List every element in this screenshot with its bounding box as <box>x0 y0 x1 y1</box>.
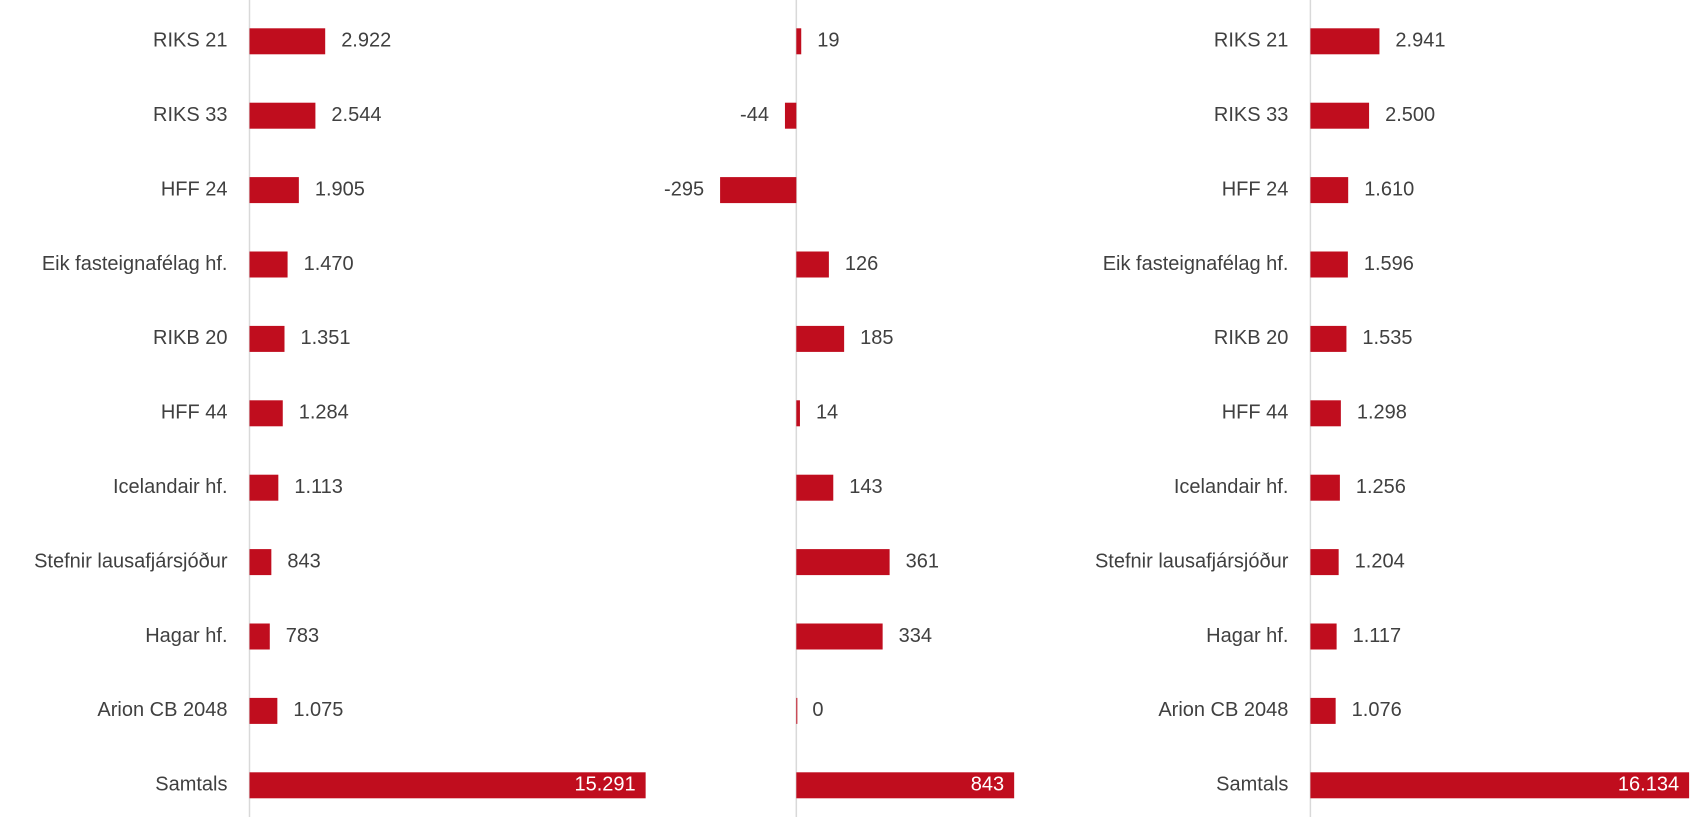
value-label: 14 <box>816 402 838 424</box>
value-label: 1.535 <box>1362 327 1412 349</box>
value-label: 0 <box>812 699 823 721</box>
category-label: HFF 24 <box>1222 178 1289 200</box>
bar <box>796 697 798 724</box>
bar <box>1310 28 1380 55</box>
value-label: 1.256 <box>1356 476 1406 498</box>
bar <box>720 177 797 204</box>
value-label: 1.204 <box>1355 550 1405 572</box>
bar <box>249 177 299 204</box>
category-label: Arion CB 2048 <box>1158 699 1288 721</box>
value-label: 16.134 <box>1618 774 1679 796</box>
category-label: Hagar hf. <box>1206 625 1288 647</box>
bar <box>1310 697 1336 724</box>
value-label: 15.291 <box>574 774 635 796</box>
value-label: 1.351 <box>300 327 350 349</box>
value-label: 1.284 <box>299 402 349 424</box>
bar <box>249 623 270 650</box>
value-label: 1.610 <box>1364 178 1414 200</box>
value-label: 2.544 <box>331 104 381 126</box>
bar <box>796 28 802 55</box>
category-label: Stefnir lausafjársjóður <box>1095 550 1289 572</box>
bar <box>1310 474 1340 501</box>
value-label: 843 <box>287 550 320 572</box>
bar <box>249 325 285 352</box>
category-label: RIKS 21 <box>153 30 227 52</box>
category-label: Hagar hf. <box>145 625 227 647</box>
value-label: 2.922 <box>341 30 391 52</box>
value-label: 126 <box>845 253 878 275</box>
bar <box>249 251 288 278</box>
bar <box>1310 400 1341 427</box>
category-label: RIKB 20 <box>153 327 227 349</box>
value-label: 843 <box>971 774 1004 796</box>
bar <box>249 28 326 55</box>
value-label: 1.470 <box>304 253 354 275</box>
value-label: 1.596 <box>1364 253 1414 275</box>
value-label: -295 <box>664 178 704 200</box>
bar <box>796 623 883 650</box>
bar <box>796 251 829 278</box>
value-label: 185 <box>860 327 893 349</box>
category-label: HFF 44 <box>161 402 228 424</box>
value-label: 1.075 <box>293 699 343 721</box>
category-label: RIKS 33 <box>1214 104 1288 126</box>
value-label: 361 <box>906 550 939 572</box>
bar <box>1310 177 1349 204</box>
bar <box>1310 623 1337 650</box>
category-label: Eik fasteignafélag hf. <box>1103 253 1289 275</box>
bar <box>796 400 800 427</box>
bar <box>249 697 278 724</box>
bar <box>796 474 834 501</box>
category-label: Icelandair hf. <box>113 476 228 498</box>
bar <box>1310 102 1370 129</box>
value-label: 334 <box>899 625 932 647</box>
bar <box>1310 772 1690 799</box>
value-label: 1.117 <box>1353 625 1402 647</box>
bar <box>796 772 1015 799</box>
bar <box>249 549 272 576</box>
category-label: RIKS 33 <box>153 104 227 126</box>
bar <box>249 772 646 799</box>
category-label: HFF 44 <box>1222 402 1289 424</box>
bar <box>249 102 316 129</box>
value-label: 1.298 <box>1357 402 1407 424</box>
bar <box>1310 325 1347 352</box>
bar <box>1310 549 1339 576</box>
bar <box>249 400 283 427</box>
value-label: 1.905 <box>315 178 365 200</box>
bar <box>784 102 797 129</box>
bar <box>249 474 279 501</box>
bar <box>796 549 890 576</box>
value-label: 1.113 <box>294 476 343 498</box>
category-label: Icelandair hf. <box>1174 476 1289 498</box>
bar <box>1310 251 1348 278</box>
value-label: 783 <box>286 625 319 647</box>
category-label: Eik fasteignafélag hf. <box>42 253 228 275</box>
category-label: Samtals <box>155 774 227 796</box>
value-label: 1.076 <box>1352 699 1402 721</box>
category-label: RIKS 21 <box>1214 30 1288 52</box>
bar <box>796 325 845 352</box>
value-label: 143 <box>849 476 882 498</box>
category-label: RIKB 20 <box>1214 327 1288 349</box>
category-label: Arion CB 2048 <box>97 699 227 721</box>
value-label: 19 <box>817 30 839 52</box>
value-label: -44 <box>740 104 769 126</box>
category-label: Stefnir lausafjársjóður <box>34 550 228 572</box>
value-label: 2.500 <box>1385 104 1435 126</box>
category-label: Samtals <box>1216 774 1288 796</box>
category-label: HFF 24 <box>161 178 228 200</box>
value-label: 2.941 <box>1395 30 1445 52</box>
